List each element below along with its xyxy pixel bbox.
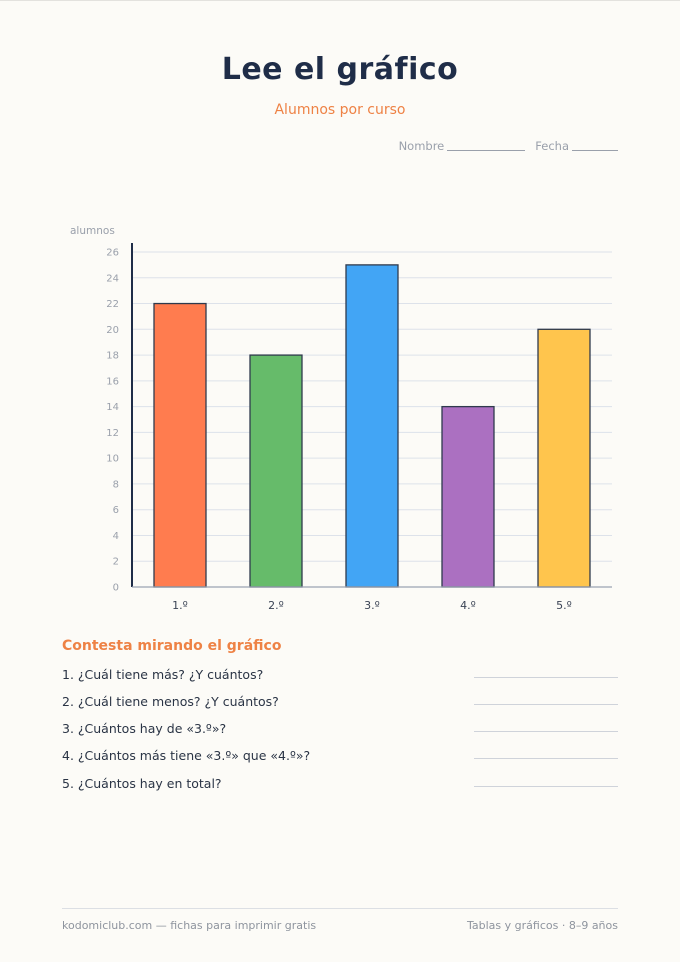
page-subtitle: Alumnos por curso [274, 102, 406, 118]
answer-line-2[interactable] [474, 704, 618, 705]
x-tick-label: 2.º [268, 599, 284, 612]
y-tick-label: 20 [106, 325, 119, 336]
footer-divider [62, 908, 618, 909]
name-date-row: Nombre Fecha [399, 139, 618, 153]
y-tick-label: 22 [106, 299, 119, 310]
question-4: 4. ¿Cuántos más tiene «3.º» que «4.º»? [62, 748, 311, 763]
question-1: 1. ¿Cuál tiene más? ¿Y cuántos? [62, 667, 264, 682]
y-tick-label: 18 [106, 351, 119, 362]
y-tick-label: 8 [113, 479, 119, 490]
y-tick-label: 12 [106, 428, 119, 439]
x-tick-label: 4.º [460, 599, 476, 612]
page-top-border [0, 0, 680, 1]
bar-1 [153, 302, 207, 588]
y-tick-label: 0 [113, 583, 119, 594]
y-axis-label: alumnos [70, 225, 115, 237]
answer-line-4[interactable] [474, 758, 618, 759]
date-field[interactable] [572, 149, 618, 151]
answer-line-3[interactable] [474, 731, 618, 732]
x-tick-label: 3.º [364, 599, 380, 612]
bar-3 [345, 264, 399, 588]
bar-5 [537, 328, 591, 588]
footer-site: kodomiclub.com — fichas para imprimir gr… [62, 919, 317, 932]
name-field[interactable] [447, 149, 526, 151]
page-title: Lee el gráfico [221, 52, 459, 87]
footer-topic: Tablas y gráficos · 8–9 años [467, 919, 618, 932]
question-5: 5. ¿Cuántos hay en total? [62, 776, 222, 791]
answer-line-5[interactable] [474, 786, 618, 787]
y-tick-label: 16 [106, 376, 119, 387]
answer-line-1[interactable] [474, 677, 618, 678]
y-tick-label: 26 [106, 248, 119, 259]
x-tick-label: 5.º [556, 599, 572, 612]
x-tick-label: 1.º [172, 599, 188, 612]
date-label: Fecha [535, 139, 569, 153]
y-tick-label: 10 [106, 454, 119, 465]
name-label: Nombre [398, 139, 445, 153]
y-tick-label: 2 [113, 557, 119, 568]
question-2: 2. ¿Cuál tiene menos? ¿Y cuántos? [62, 694, 279, 709]
questions-heading: Contesta mirando el gráfico [62, 638, 282, 654]
y-tick-label: 6 [113, 505, 119, 516]
question-3: 3. ¿Cuántos hay de «3.º»? [62, 721, 227, 736]
y-tick-label: 14 [106, 402, 119, 413]
bar-4 [441, 405, 495, 588]
bar-2 [249, 354, 303, 588]
y-tick-label: 24 [106, 273, 119, 284]
y-tick-label: 4 [113, 531, 119, 542]
